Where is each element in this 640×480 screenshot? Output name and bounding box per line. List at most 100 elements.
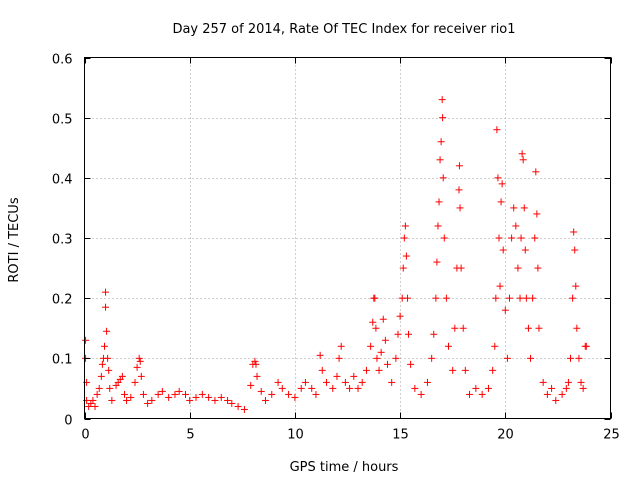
data-point <box>489 366 497 374</box>
data-point <box>562 384 570 392</box>
data-point <box>127 393 135 401</box>
y-tick-label: 0.5 <box>52 113 73 128</box>
data-point <box>312 390 320 398</box>
data-point <box>571 246 579 254</box>
data-point <box>434 222 442 230</box>
data-point <box>322 378 330 386</box>
data-point <box>438 96 446 104</box>
data-point <box>437 138 445 146</box>
chart-title: Day 257 of 2014, Rate Of TEC Index for r… <box>172 22 515 37</box>
data-point <box>405 330 413 338</box>
data-point <box>198 390 206 398</box>
data-point <box>524 324 532 332</box>
data-point <box>440 234 448 242</box>
data-point <box>570 228 578 236</box>
data-point <box>430 330 438 338</box>
data-point <box>377 348 385 356</box>
data-point <box>136 357 144 365</box>
data-point <box>569 294 577 302</box>
y-tick-label: 0.1 <box>52 353 73 368</box>
data-point <box>417 390 425 398</box>
data-point <box>95 384 103 392</box>
data-point <box>396 312 404 320</box>
data-point <box>508 234 516 242</box>
data-point <box>261 396 269 404</box>
data-point <box>329 384 337 392</box>
data-point <box>400 234 408 242</box>
data-point <box>362 366 370 374</box>
data-points <box>82 96 590 413</box>
data-point <box>158 387 166 395</box>
data-point <box>403 294 411 302</box>
data-point <box>211 396 219 404</box>
data-point <box>346 384 354 392</box>
data-point <box>268 390 276 398</box>
data-point <box>439 174 447 182</box>
data-point <box>205 393 213 401</box>
data-point <box>278 384 286 392</box>
data-point <box>234 402 242 410</box>
y-tick-label: 0 <box>64 414 72 429</box>
data-point <box>539 378 547 386</box>
data-point <box>102 303 110 311</box>
data-point <box>516 294 524 302</box>
data-point <box>341 378 349 386</box>
data-point <box>103 327 111 335</box>
data-point <box>337 342 345 350</box>
data-point <box>512 222 520 230</box>
data-point <box>240 405 248 413</box>
data-point <box>484 384 492 392</box>
data-point <box>285 390 293 398</box>
data-point <box>217 393 225 401</box>
data-point <box>175 387 183 395</box>
data-point <box>495 234 503 242</box>
y-tick-label: 0.4 <box>52 173 73 188</box>
data-point <box>428 354 436 362</box>
data-point <box>499 246 507 254</box>
data-point <box>251 357 259 365</box>
data-point <box>432 294 440 302</box>
data-point <box>247 381 255 389</box>
data-point <box>274 378 282 386</box>
data-point <box>379 315 387 323</box>
data-point <box>186 396 194 404</box>
data-point <box>493 126 501 134</box>
x-tick-label: 0 <box>81 428 89 443</box>
data-point <box>451 324 459 332</box>
tick-labels: 0 5 10 15 20 25 0 0.1 0.2 0.3 0.4 0.5 0.6 <box>52 53 620 443</box>
data-point <box>89 396 97 404</box>
data-point <box>131 378 139 386</box>
data-point <box>372 324 380 332</box>
data-point <box>514 264 522 272</box>
data-point <box>494 174 502 182</box>
data-point <box>252 360 260 368</box>
data-point <box>308 384 316 392</box>
data-point <box>442 294 450 302</box>
data-point <box>192 393 200 401</box>
data-point <box>181 390 189 398</box>
data-point <box>552 396 560 404</box>
data-point <box>455 186 463 194</box>
data-point <box>104 354 112 362</box>
data-point <box>82 336 90 344</box>
data-point <box>381 336 389 344</box>
data-point <box>135 354 143 362</box>
data-point <box>402 252 410 260</box>
x-tick-label: 5 <box>186 428 194 443</box>
data-point <box>449 366 457 374</box>
data-point <box>297 384 305 392</box>
data-point <box>459 324 467 332</box>
data-point <box>522 294 530 302</box>
data-point <box>105 366 113 374</box>
data-point <box>535 324 543 332</box>
data-point <box>137 372 145 380</box>
data-point <box>472 384 480 392</box>
data-point <box>133 363 141 371</box>
data-point <box>433 258 441 266</box>
y-tick-label: 0.3 <box>52 233 73 248</box>
data-point <box>98 360 106 368</box>
data-point <box>456 204 464 212</box>
data-point <box>534 264 542 272</box>
data-point <box>455 162 463 170</box>
